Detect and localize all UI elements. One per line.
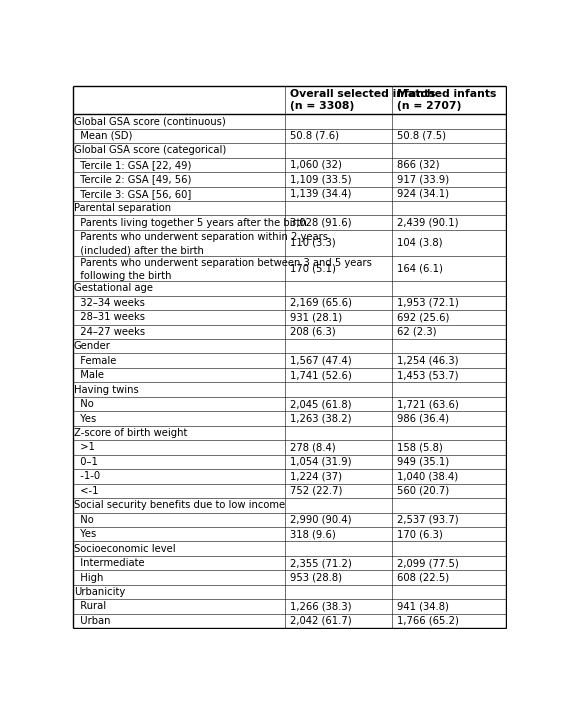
Text: 104 (3.8): 104 (3.8)	[397, 238, 443, 247]
Text: 170 (6.3): 170 (6.3)	[397, 529, 443, 539]
Text: Parents living together 5 years after the birth: Parents living together 5 years after th…	[74, 218, 307, 228]
Text: Rural: Rural	[74, 602, 106, 612]
Text: 2,042 (61.7): 2,042 (61.7)	[290, 616, 351, 626]
Text: 1,139 (34.4): 1,139 (34.4)	[290, 189, 351, 199]
Text: 278 (8.4): 278 (8.4)	[290, 443, 336, 452]
Text: Tercile 1: GSA [22, 49): Tercile 1: GSA [22, 49)	[74, 160, 191, 170]
Text: 866 (32): 866 (32)	[397, 160, 440, 170]
Text: 3,028 (91.6): 3,028 (91.6)	[290, 218, 351, 228]
Text: 50.8 (7.6): 50.8 (7.6)	[290, 131, 339, 141]
Text: 0–1: 0–1	[74, 457, 98, 467]
Text: 924 (34.1): 924 (34.1)	[397, 189, 449, 199]
Text: >1: >1	[74, 443, 95, 452]
Text: 986 (36.4): 986 (36.4)	[397, 414, 449, 423]
Text: No: No	[74, 515, 93, 525]
Text: 1,741 (52.6): 1,741 (52.6)	[290, 370, 352, 380]
Text: Male: Male	[74, 370, 104, 380]
Text: Overall selected infants
(n = 3308): Overall selected infants (n = 3308)	[290, 89, 435, 111]
Text: 318 (9.6): 318 (9.6)	[290, 529, 336, 539]
Text: Parents who underwent separation within 2 years
  (included) after the birth: Parents who underwent separation within …	[74, 232, 328, 255]
Text: High: High	[74, 573, 103, 583]
Text: 2,990 (90.4): 2,990 (90.4)	[290, 515, 351, 525]
Text: Matched infants
(n = 2707): Matched infants (n = 2707)	[397, 89, 497, 111]
Text: 752 (22.7): 752 (22.7)	[290, 486, 342, 496]
Text: 560 (20.7): 560 (20.7)	[397, 486, 449, 496]
Text: 1,109 (33.5): 1,109 (33.5)	[290, 175, 351, 185]
Text: Social security benefits due to low income: Social security benefits due to low inco…	[74, 501, 285, 510]
Text: -1-0: -1-0	[74, 472, 100, 481]
Text: 1,060 (32): 1,060 (32)	[290, 160, 342, 170]
Text: 28–31 weeks: 28–31 weeks	[74, 312, 145, 322]
Text: 1,766 (65.2): 1,766 (65.2)	[397, 616, 459, 626]
Text: 208 (6.3): 208 (6.3)	[290, 327, 336, 337]
Text: 1,721 (63.6): 1,721 (63.6)	[397, 399, 459, 409]
Text: 2,099 (77.5): 2,099 (77.5)	[397, 558, 459, 568]
Text: 949 (35.1): 949 (35.1)	[397, 457, 449, 467]
Text: 1,254 (46.3): 1,254 (46.3)	[397, 356, 459, 366]
Text: Having twins: Having twins	[74, 385, 138, 395]
Text: 158 (5.8): 158 (5.8)	[397, 443, 443, 452]
Text: 1,054 (31.9): 1,054 (31.9)	[290, 457, 351, 467]
Text: 1,953 (72.1): 1,953 (72.1)	[397, 298, 459, 308]
Text: Intermediate: Intermediate	[74, 558, 145, 568]
Text: 1,263 (38.2): 1,263 (38.2)	[290, 414, 351, 423]
Text: 1,224 (37): 1,224 (37)	[290, 472, 342, 481]
Text: Yes: Yes	[74, 414, 96, 423]
Text: 953 (28.8): 953 (28.8)	[290, 573, 342, 583]
Text: 2,045 (61.8): 2,045 (61.8)	[290, 399, 351, 409]
Text: Yes: Yes	[74, 529, 96, 539]
Text: 692 (25.6): 692 (25.6)	[397, 312, 450, 322]
Text: Tercile 2: GSA [49, 56): Tercile 2: GSA [49, 56)	[74, 175, 191, 185]
Text: Gender: Gender	[74, 341, 111, 351]
Text: 917 (33.9): 917 (33.9)	[397, 175, 449, 185]
Text: Urbanicity: Urbanicity	[74, 587, 125, 597]
Text: 2,537 (93.7): 2,537 (93.7)	[397, 515, 459, 525]
Text: 931 (28.1): 931 (28.1)	[290, 312, 342, 322]
Text: Female: Female	[74, 356, 116, 366]
Text: 1,040 (38.4): 1,040 (38.4)	[397, 472, 458, 481]
Text: 941 (34.8): 941 (34.8)	[397, 602, 449, 612]
Text: Parents who underwent separation between 3 and 5 years
  following the birth: Parents who underwent separation between…	[74, 258, 372, 281]
Text: 1,453 (53.7): 1,453 (53.7)	[397, 370, 459, 380]
Text: 1,266 (38.3): 1,266 (38.3)	[290, 602, 351, 612]
Text: 32–34 weeks: 32–34 weeks	[74, 298, 145, 308]
Text: Global GSA score (categorical): Global GSA score (categorical)	[74, 146, 226, 156]
Text: 110 (3.3): 110 (3.3)	[290, 238, 336, 247]
Text: 2,169 (65.6): 2,169 (65.6)	[290, 298, 352, 308]
Text: 1,567 (47.4): 1,567 (47.4)	[290, 356, 351, 366]
Text: Global GSA score (continuous): Global GSA score (continuous)	[74, 117, 226, 127]
Text: 608 (22.5): 608 (22.5)	[397, 573, 449, 583]
Text: Urban: Urban	[74, 616, 110, 626]
Text: Mean (SD): Mean (SD)	[74, 131, 132, 141]
Text: 62 (2.3): 62 (2.3)	[397, 327, 437, 337]
Text: 2,439 (90.1): 2,439 (90.1)	[397, 218, 459, 228]
Text: 24–27 weeks: 24–27 weeks	[74, 327, 145, 337]
Text: 2,355 (71.2): 2,355 (71.2)	[290, 558, 352, 568]
Text: 170 (5.1): 170 (5.1)	[290, 264, 336, 274]
Text: Z-score of birth weight: Z-score of birth weight	[74, 428, 187, 438]
Text: Socioeconomic level: Socioeconomic level	[74, 544, 176, 554]
Text: 50.8 (7.5): 50.8 (7.5)	[397, 131, 446, 141]
Text: Parental separation: Parental separation	[74, 203, 171, 214]
Text: 164 (6.1): 164 (6.1)	[397, 264, 443, 274]
Text: Gestational age: Gestational age	[74, 284, 153, 293]
Text: <-1: <-1	[74, 486, 99, 496]
Text: Tercile 3: GSA [56, 60]: Tercile 3: GSA [56, 60]	[74, 189, 191, 199]
Text: No: No	[74, 399, 93, 409]
